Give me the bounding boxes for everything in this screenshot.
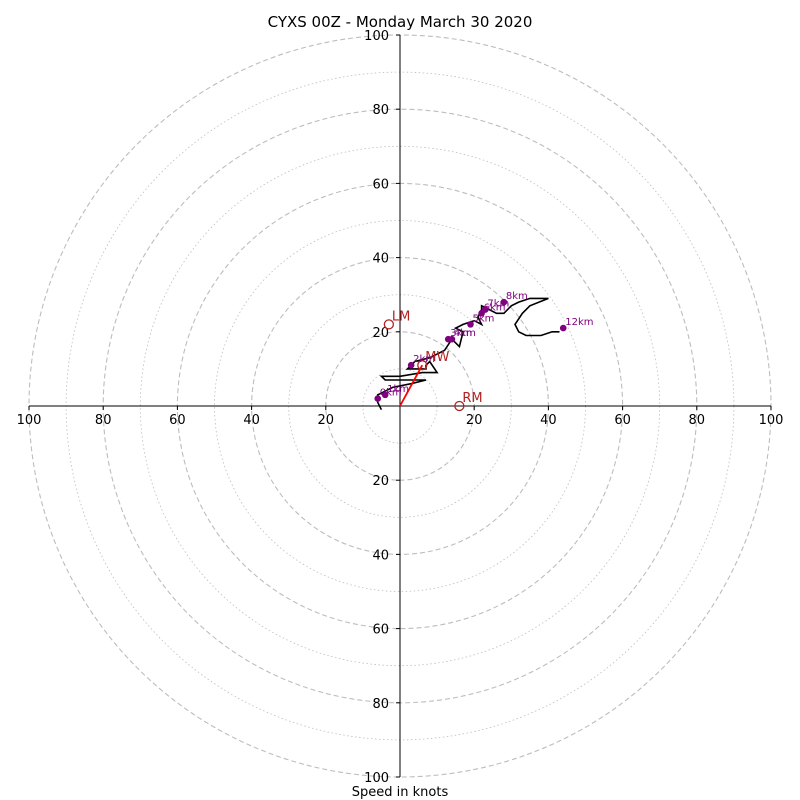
storm-motion-marker-lm	[383, 319, 395, 330]
x-axis-label: Speed in knots	[352, 785, 449, 800]
y-tick-label-s-20: 20	[372, 474, 389, 489]
height-marker-4km	[448, 335, 456, 343]
height-label-12km: 12km	[565, 317, 593, 328]
height-marker-2km	[407, 361, 415, 369]
x-tick-label-w-100: 100	[17, 413, 42, 428]
height-marker-12km	[559, 324, 567, 332]
y-tick-label-n-20: 20	[372, 326, 389, 341]
x-tick-label-w-40: 40	[243, 413, 260, 428]
mean-wind-vector	[399, 364, 424, 407]
height-label-7km: 7km	[487, 299, 509, 310]
height-label-5km: 5km	[472, 313, 494, 324]
y-tick-label-s-40: 40	[372, 548, 389, 563]
height-marker-7km	[482, 306, 489, 313]
y-tick-label-n-40: 40	[372, 252, 389, 267]
x-tick-label-e-40: 40	[540, 413, 557, 428]
height-label-0km: 0km	[380, 388, 402, 399]
x-tick-label-e-80: 80	[689, 413, 706, 428]
y-tick-label-n-100: 100	[364, 29, 389, 44]
x-tick-label-w-20: 20	[318, 413, 335, 428]
height-marker-8km	[500, 298, 508, 306]
y-tick-label-s-100: 100	[364, 771, 389, 786]
height-marker-0km	[374, 395, 382, 402]
height-label-4km: 4km	[454, 328, 476, 339]
height-label-2km: 2km	[413, 354, 435, 365]
height-label-8km: 8km	[506, 291, 528, 302]
wind-profile-line	[376, 297, 560, 411]
height-label-1km: 1km	[387, 384, 409, 395]
x-tick-label-w-80: 80	[95, 413, 112, 428]
y-tick-label-n-80: 80	[372, 103, 389, 118]
height-label-3km: 3km	[450, 328, 472, 339]
chart-title: CYXS 00Z - Monday March 30 2020	[268, 13, 533, 31]
x-tick-label-w-60: 60	[169, 413, 186, 428]
hodograph-trace	[376, 297, 560, 411]
y-tick-label-n-60: 60	[372, 177, 389, 192]
x-tick-label-e-60: 60	[614, 413, 631, 428]
storm-motions: LM MW RM	[383, 309, 483, 412]
height-label-6km: 6km	[484, 302, 506, 313]
height-marker-1km	[381, 391, 389, 399]
axes: 20 20 20 20 40 40 40 40 60 60 60 60 80 80 80 80 100 100 10…	[17, 29, 784, 786]
y-tick-label-s-60: 60	[372, 623, 389, 638]
storm-motion-label-rm: RM	[462, 391, 482, 406]
storm-motion-label-lm: LM	[392, 309, 410, 324]
x-tick-label-e-20: 20	[466, 413, 483, 428]
storm-motion-marker-rm	[454, 400, 465, 412]
x-tick-label-e-100: 100	[759, 413, 784, 428]
height-marker-5km	[467, 321, 474, 328]
storm-motion-label-mw: MW	[425, 350, 449, 365]
storm-motion-marker-mw	[417, 360, 428, 371]
y-tick-label-s-80: 80	[372, 697, 389, 712]
